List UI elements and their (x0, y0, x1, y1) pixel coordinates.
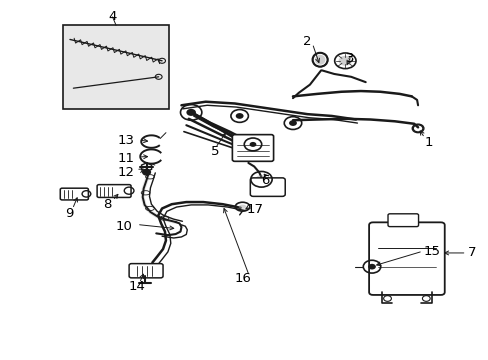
Circle shape (255, 175, 267, 184)
Circle shape (142, 169, 150, 175)
Circle shape (338, 56, 351, 66)
Circle shape (288, 120, 296, 126)
FancyBboxPatch shape (97, 185, 131, 197)
Ellipse shape (238, 204, 246, 209)
Circle shape (249, 142, 256, 147)
Text: 13: 13 (118, 134, 135, 147)
Circle shape (367, 264, 375, 270)
FancyBboxPatch shape (232, 135, 273, 161)
Circle shape (186, 109, 196, 116)
Text: 2: 2 (303, 35, 311, 49)
Bar (62, 25, 169, 109)
Text: 1: 1 (424, 136, 432, 149)
Text: 12: 12 (118, 166, 135, 179)
FancyBboxPatch shape (129, 264, 163, 278)
Text: 6: 6 (261, 174, 269, 187)
Text: 5: 5 (210, 145, 219, 158)
Text: 17: 17 (246, 203, 264, 216)
Text: 8: 8 (103, 198, 112, 211)
FancyBboxPatch shape (368, 222, 444, 295)
Text: 16: 16 (234, 273, 251, 285)
Text: 4: 4 (108, 10, 117, 23)
Text: 15: 15 (423, 246, 440, 258)
FancyBboxPatch shape (387, 214, 418, 226)
FancyBboxPatch shape (250, 178, 285, 196)
Text: 3: 3 (346, 52, 354, 65)
Text: 10: 10 (115, 220, 132, 233)
Text: 7: 7 (467, 247, 475, 260)
Text: 9: 9 (65, 207, 73, 220)
FancyBboxPatch shape (60, 188, 88, 200)
Circle shape (235, 113, 243, 119)
Text: 14: 14 (128, 280, 145, 293)
Ellipse shape (314, 55, 325, 65)
Text: 11: 11 (118, 152, 135, 165)
